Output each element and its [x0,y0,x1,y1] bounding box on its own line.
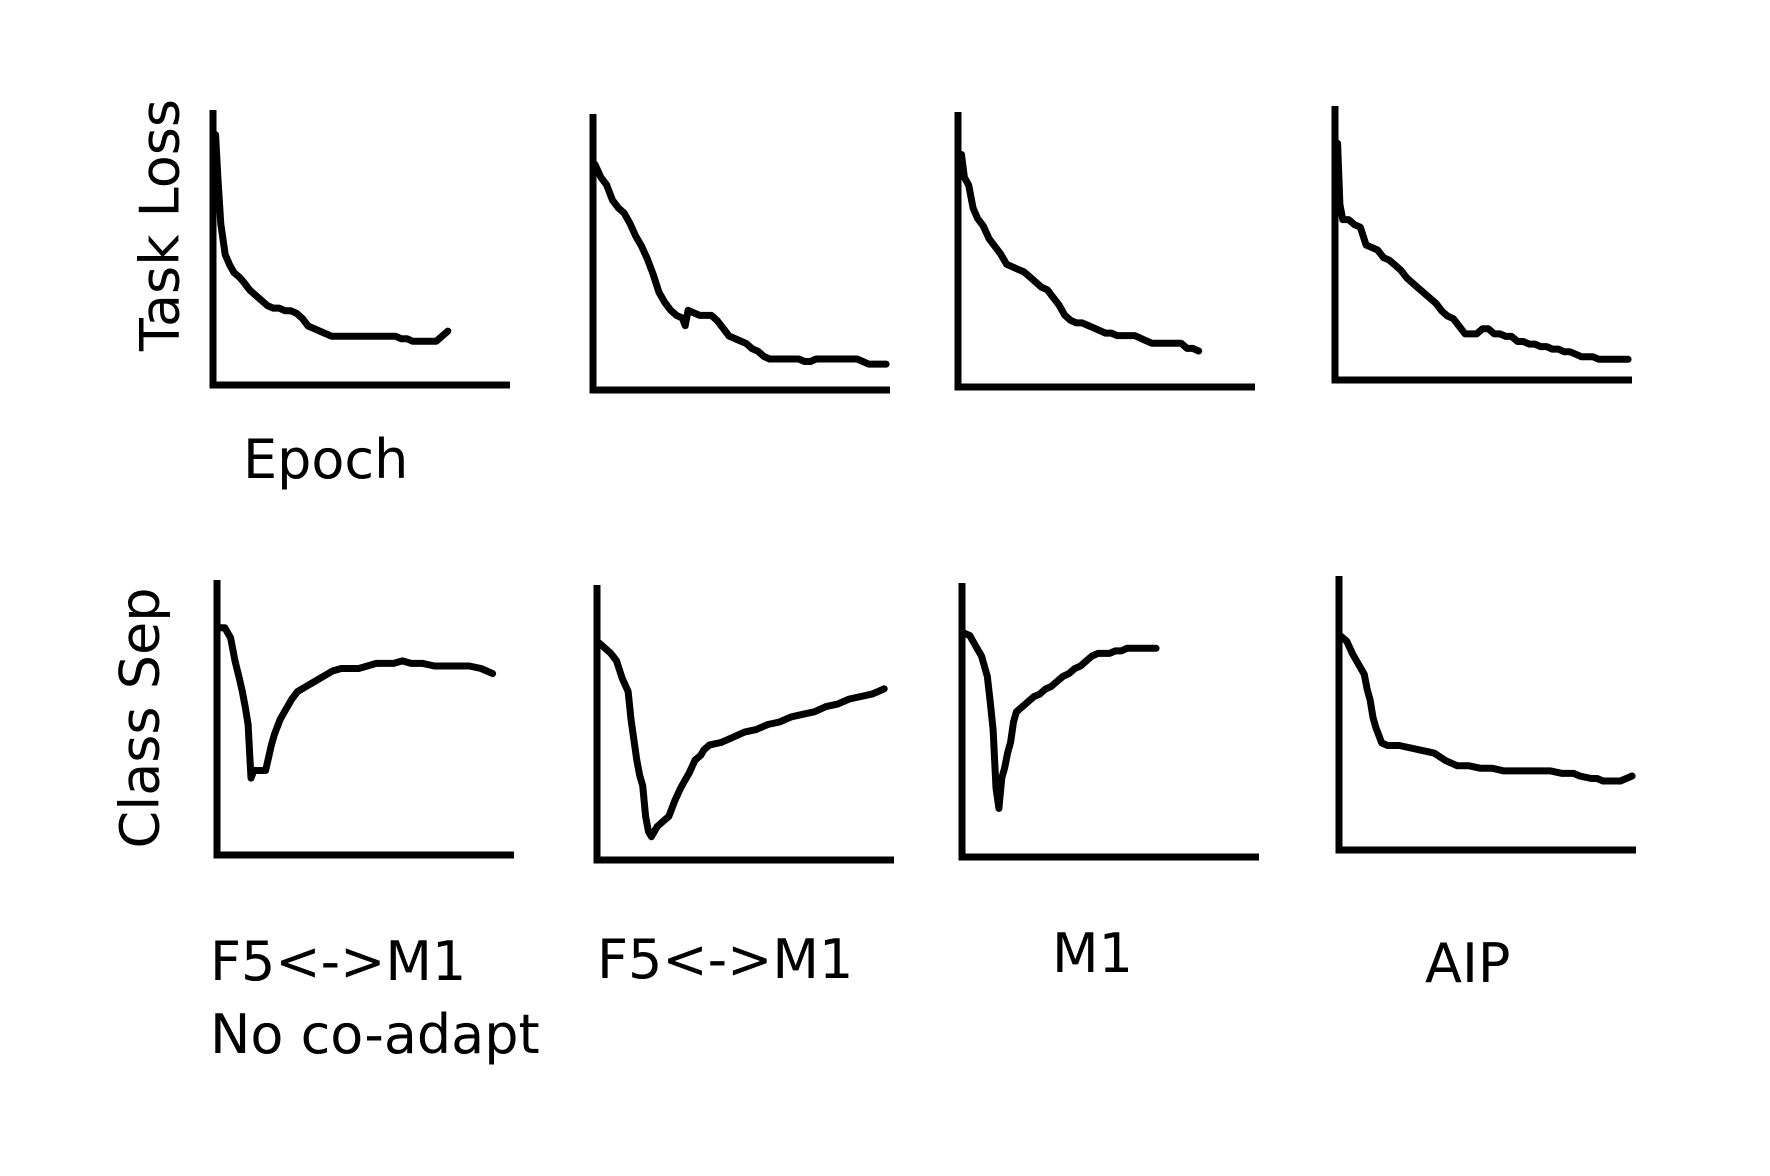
series-line-class-sep-aip [1337,632,1636,785]
series-line-task-loss-aip [1333,139,1632,363]
xlabel-epoch: Epoch [243,428,408,491]
column-label-m1: M1 [1052,922,1133,985]
series-line-class-sep-m1 [960,629,1160,812]
series-line-class-sep-f5-m1-no-coadapt [215,624,497,782]
panels-group [209,106,1636,864]
series-line-task-loss-m1 [956,151,1203,355]
column-label-f5-m1-no-coadapt-line2: No co-adapt [210,1003,540,1066]
row-label-task-loss: Task Loss [129,99,192,352]
series-line-task-loss-f5-m1-no-coadapt [211,131,452,345]
column-label-f5-m1-no-coadapt-line1: F5<->M1 [210,930,466,993]
column-label-aip: AIP [1425,932,1510,995]
series-line-class-sep-f5-m1 [595,639,888,841]
row-label-class-sep: Class Sep [109,587,172,848]
column-label-f5-m1: F5<->M1 [597,928,853,991]
series-line-task-loss-f5-m1 [591,160,890,368]
